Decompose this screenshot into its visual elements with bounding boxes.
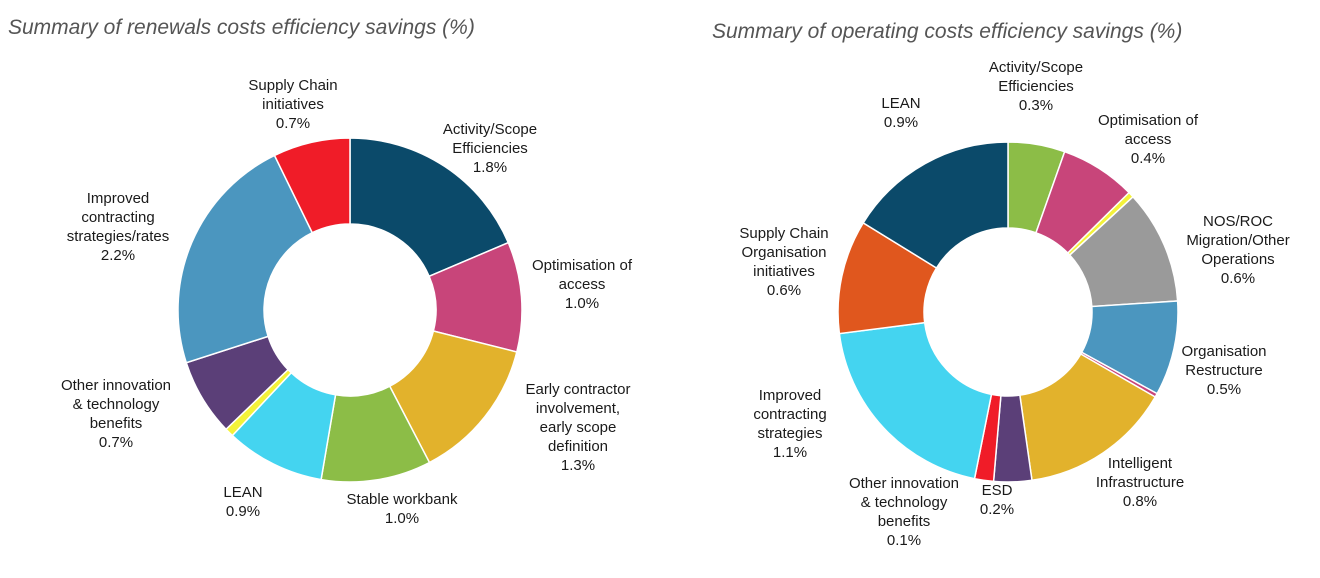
- operating-chart-panel: Summary of operating costs efficiency sa…: [660, 0, 1320, 578]
- slice-label: LEAN 0.9%: [881, 95, 920, 131]
- slice-label: Supply Chain initiatives 0.7%: [248, 77, 337, 132]
- slice-label: Improved contracting strategies 1.1%: [753, 387, 826, 461]
- renewals-chart-panel: Summary of renewals costs efficiency sav…: [8, 16, 633, 527]
- donut-slice: [273, 137, 351, 234]
- renewals-donut-chart: Activity/Scope Efficiencies 1.8% Optimisati…: [61, 77, 633, 527]
- donut-slice: [838, 321, 993, 480]
- chart-title: Summary of operating costs efficiency sa…: [712, 20, 1183, 43]
- slice-label: Other innovation & technology benefits 0.7%: [61, 377, 171, 451]
- slice-label: Other innovation & technology benefits 0.1%: [849, 475, 959, 549]
- slice-label: Supply Chain Organisation initiatives 0.6%: [739, 225, 828, 299]
- slice-label: Activity/Scope Efficiencies 0.3%: [989, 59, 1083, 114]
- operating-donut-chart: Activity/Scope Efficiencies 0.3% Optimisati…: [739, 59, 1289, 549]
- slice-label: Organisation Restructure 0.5%: [1181, 343, 1266, 398]
- slice-label: Activity/Scope Efficiencies 1.8%: [443, 121, 537, 176]
- slice-label: Improved contracting strategies/rates 2.2%: [67, 190, 170, 264]
- chart-title: Summary of renewals costs efficiency sav…: [8, 16, 475, 39]
- slice-label: NOS/ROC Migration/Other Operations 0.6%: [1186, 213, 1289, 287]
- slice-label: Intelligent Infrastructure 0.8%: [1096, 455, 1184, 510]
- slice-label: Optimisation of access 1.0%: [532, 257, 633, 312]
- slice-label: LEAN 0.9%: [223, 484, 262, 520]
- slice-label: ESD 0.2%: [980, 482, 1014, 518]
- slice-label: Stable workbank 1.0%: [347, 491, 458, 527]
- slice-label: Optimisation of access 0.4%: [1098, 112, 1199, 167]
- slice-label: Early contractor involvement, early scope d…: [525, 381, 630, 474]
- donut-slice: [349, 137, 510, 278]
- donut-slice: [862, 141, 1009, 269]
- donut-slice: [1018, 352, 1157, 482]
- donut-slice: [177, 154, 314, 364]
